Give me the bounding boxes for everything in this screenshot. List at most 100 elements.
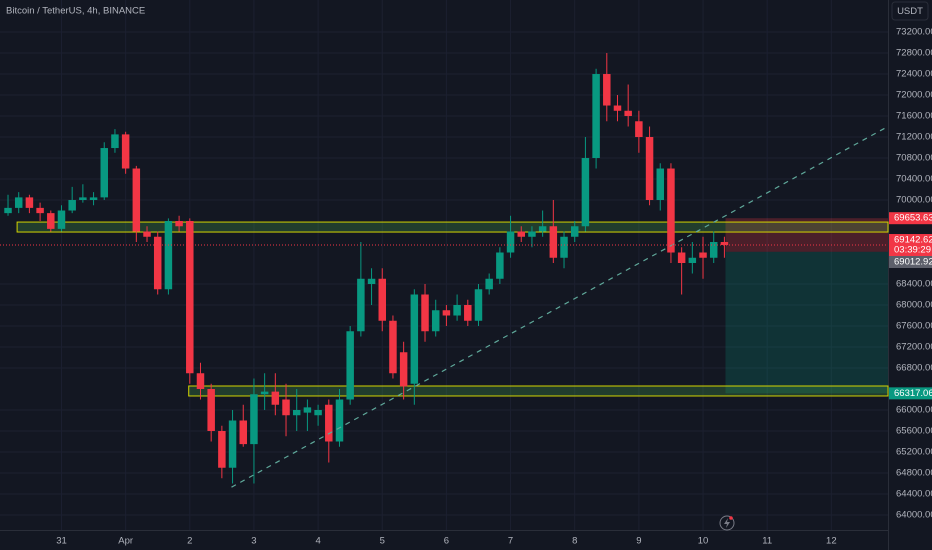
candle-body <box>496 252 504 279</box>
x-tick-label: 5 <box>380 536 385 547</box>
y-tick-label: 68400.00 <box>896 279 932 290</box>
y-tick-label: 64800.00 <box>896 468 932 479</box>
y-tick-label: 70800.00 <box>896 153 932 164</box>
replay-icon[interactable] <box>719 515 735 531</box>
candle-body <box>250 394 258 445</box>
candle-body <box>560 236 568 258</box>
x-tick-label: 8 <box>572 536 577 547</box>
x-tick-label: 4 <box>315 536 320 547</box>
candle-body <box>367 278 376 285</box>
candle-body <box>303 407 312 413</box>
candle-body <box>314 409 322 416</box>
icon-ring[interactable] <box>719 515 735 531</box>
candle-body <box>186 221 194 374</box>
candle-body <box>528 231 536 237</box>
candle-body <box>709 242 718 258</box>
candle-body <box>335 399 344 442</box>
candle-body <box>453 305 461 316</box>
y-tick-label: 70400.00 <box>896 174 932 185</box>
y-tick-label: 72400.00 <box>896 69 932 80</box>
candle-body <box>667 168 675 253</box>
icon-dot[interactable] <box>729 516 733 520</box>
x-tick-label: 2 <box>187 536 192 547</box>
plot-layer <box>0 53 889 488</box>
currency-button[interactable] <box>891 1 929 21</box>
x-tick-label: 11 <box>762 536 772 547</box>
price-label: 66317.06 <box>894 388 932 399</box>
candle-body <box>260 391 269 395</box>
y-tick-label: 70000.00 <box>896 195 932 206</box>
target-area <box>725 251 888 394</box>
candle-body <box>464 305 472 321</box>
candle-body <box>656 168 664 201</box>
candle-body <box>228 420 237 468</box>
price-label: 69012.92 <box>894 257 932 268</box>
candle-body <box>36 207 44 214</box>
candle-body <box>431 310 440 332</box>
candle-body <box>79 197 87 201</box>
y-tick-label: 65200.00 <box>896 447 932 458</box>
price-label: 69142.62 <box>894 235 932 246</box>
candle-body <box>570 226 579 237</box>
background-layer <box>0 0 888 530</box>
candle-body <box>239 420 247 445</box>
y-tick-label: 66800.00 <box>896 363 932 374</box>
x-tick-label: 3 <box>251 536 256 547</box>
icon-bolt[interactable] <box>724 518 730 528</box>
x-tick-label: 6 <box>444 536 449 547</box>
candle-body <box>517 231 525 237</box>
candle-body <box>378 278 386 321</box>
candle-body <box>624 110 632 117</box>
candle-body <box>506 231 515 253</box>
y-tick-label: 72800.00 <box>896 48 932 59</box>
y-tick-label: 71600.00 <box>896 111 932 122</box>
y-tick-label: 72000.00 <box>896 90 932 101</box>
candle-body <box>357 278 365 332</box>
currency[interactable]: USDT <box>897 6 923 17</box>
candle-body <box>635 121 643 138</box>
candle-body <box>325 404 333 442</box>
x-tick-label: 10 <box>698 536 709 547</box>
candle-body <box>132 168 141 232</box>
candle-body <box>292 409 301 416</box>
y-tick-label: 64000.00 <box>896 510 932 521</box>
candle-body <box>111 134 119 149</box>
candle-body <box>645 137 654 201</box>
candle-body <box>421 294 429 332</box>
candle-body <box>47 213 55 229</box>
candle-body <box>196 373 205 389</box>
chart-title: Bitcoin / TetherUS, 4h, BINANCE <box>6 6 145 17</box>
candle-body <box>175 221 183 227</box>
price-label: 69653.63 <box>894 213 932 224</box>
candle-body <box>485 278 493 290</box>
candle-body <box>143 231 151 237</box>
y-tick-label: 65600.00 <box>896 426 932 437</box>
candle-body <box>581 158 590 227</box>
x-tick-label: 7 <box>508 536 513 547</box>
candle-body <box>613 105 622 111</box>
candle-body <box>677 252 686 264</box>
candle-body <box>720 242 729 246</box>
candle-body <box>688 257 697 264</box>
price-label-bg <box>889 212 932 225</box>
candle-body <box>549 226 558 258</box>
y-tick-label: 64400.00 <box>896 489 932 500</box>
candle-body <box>410 294 419 384</box>
candle-body <box>153 236 162 290</box>
candle-body <box>89 197 98 201</box>
candle-body <box>218 430 226 468</box>
candle-body <box>121 134 130 169</box>
candle-body <box>474 289 483 321</box>
candle-body <box>164 221 173 290</box>
candle-body <box>68 200 76 211</box>
stop-area <box>725 218 888 252</box>
price-label-bg <box>889 234 932 257</box>
candle-body <box>699 252 707 258</box>
candle-body <box>399 352 408 387</box>
price-label-bg <box>889 387 932 400</box>
candle-body <box>25 197 34 208</box>
zone <box>188 385 889 397</box>
candle-body <box>603 74 611 106</box>
